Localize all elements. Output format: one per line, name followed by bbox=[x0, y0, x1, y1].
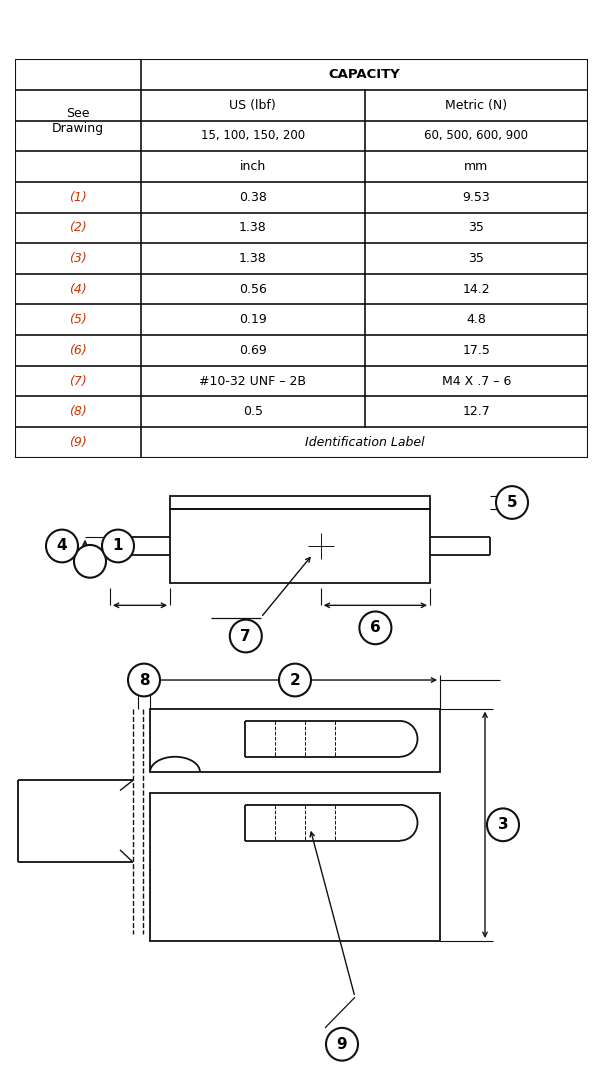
Text: (9): (9) bbox=[69, 436, 87, 449]
Text: 4.8: 4.8 bbox=[466, 313, 486, 326]
Text: 35: 35 bbox=[469, 252, 484, 265]
Text: 6: 6 bbox=[370, 620, 381, 635]
Circle shape bbox=[496, 486, 528, 519]
Text: (4): (4) bbox=[69, 282, 87, 295]
Text: (3): (3) bbox=[69, 252, 87, 265]
Text: 0.69: 0.69 bbox=[239, 344, 266, 356]
Text: Identification Label: Identification Label bbox=[305, 436, 424, 449]
Text: 0.5: 0.5 bbox=[243, 405, 263, 418]
Text: 8: 8 bbox=[139, 672, 149, 687]
Text: (2): (2) bbox=[69, 222, 87, 235]
Text: 7: 7 bbox=[241, 629, 251, 644]
Text: (8): (8) bbox=[69, 405, 87, 418]
Text: #10-32 UNF – 2B: #10-32 UNF – 2B bbox=[199, 375, 306, 388]
Circle shape bbox=[230, 619, 262, 653]
Text: CAPACITY: CAPACITY bbox=[329, 68, 400, 81]
Circle shape bbox=[487, 809, 519, 841]
Text: 2: 2 bbox=[290, 672, 301, 687]
Text: 4: 4 bbox=[56, 538, 67, 554]
Text: inch: inch bbox=[239, 160, 266, 173]
Bar bbox=[170, 495, 430, 509]
Bar bbox=[150, 709, 440, 772]
Circle shape bbox=[74, 545, 106, 577]
Text: See
Drawing: See Drawing bbox=[52, 107, 104, 135]
Text: 15, 100, 150, 200: 15, 100, 150, 200 bbox=[201, 129, 305, 142]
Text: 9: 9 bbox=[337, 1037, 347, 1052]
Circle shape bbox=[359, 612, 391, 644]
Text: 14.2: 14.2 bbox=[463, 282, 490, 295]
Circle shape bbox=[102, 530, 134, 562]
Text: Metric (N): Metric (N) bbox=[445, 99, 508, 112]
Text: 0.38: 0.38 bbox=[239, 191, 267, 204]
Text: 35: 35 bbox=[469, 222, 484, 235]
Circle shape bbox=[279, 663, 311, 697]
Text: 12.7: 12.7 bbox=[463, 405, 490, 418]
Text: (7): (7) bbox=[69, 375, 87, 388]
Text: 9.53: 9.53 bbox=[463, 191, 490, 204]
Text: (1): (1) bbox=[69, 191, 87, 204]
Text: US (lbf): US (lbf) bbox=[229, 99, 276, 112]
Text: (5): (5) bbox=[69, 313, 87, 326]
Text: 17.5: 17.5 bbox=[463, 344, 490, 356]
Circle shape bbox=[326, 1027, 358, 1061]
Circle shape bbox=[46, 530, 78, 562]
Text: M4 X .7 – 6: M4 X .7 – 6 bbox=[442, 375, 511, 388]
Text: mm: mm bbox=[464, 160, 488, 173]
Text: 0.19: 0.19 bbox=[239, 313, 266, 326]
Text: 0.56: 0.56 bbox=[239, 282, 267, 295]
Text: 1: 1 bbox=[113, 538, 123, 554]
Text: 3: 3 bbox=[497, 817, 508, 833]
Circle shape bbox=[128, 663, 160, 697]
Text: DIMENSIONS: DIMENSIONS bbox=[179, 10, 421, 42]
Bar bbox=[170, 509, 430, 583]
Bar bbox=[150, 793, 440, 941]
Text: 60, 500, 600, 900: 60, 500, 600, 900 bbox=[424, 129, 528, 142]
Text: 1.38: 1.38 bbox=[239, 222, 266, 235]
Text: 5: 5 bbox=[506, 495, 517, 510]
Text: 1.38: 1.38 bbox=[239, 252, 266, 265]
Text: (6): (6) bbox=[69, 344, 87, 356]
